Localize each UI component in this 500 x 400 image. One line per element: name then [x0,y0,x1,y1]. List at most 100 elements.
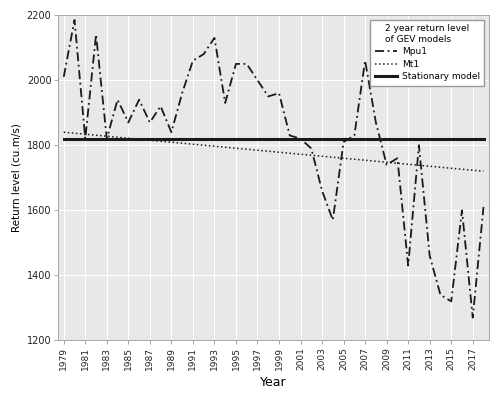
Stationary model [168,136,174,141]
Mt1 [330,155,336,160]
Line: Mpu1: Mpu1 [64,20,484,318]
Legend: Mpu1, Mt1, Stationary model: Mpu1, Mt1, Stationary model [370,20,484,86]
Mpu1 [114,97,120,102]
Mpu1 [104,136,110,141]
Mt1 [319,154,325,159]
Stationary model [330,136,336,141]
Mpu1 [373,120,379,125]
Mpu1 [200,52,206,56]
Mpu1 [136,97,142,102]
Stationary model [93,136,99,141]
Mpu1 [276,91,282,96]
Mt1 [233,146,239,151]
Mt1 [438,165,444,170]
Stationary model [126,136,132,141]
Stationary model [104,136,110,141]
Mt1 [298,152,304,157]
Stationary model [200,136,206,141]
Mpu1 [340,140,346,144]
Stationary model [72,136,78,141]
Stationary model [190,136,196,141]
Mt1 [82,132,88,137]
Mpu1 [222,100,228,105]
Mpu1 [416,143,422,148]
Mpu1 [168,130,174,135]
Mpu1 [244,62,250,66]
Stationary model [136,136,142,141]
Stationary model [287,136,293,141]
Stationary model [319,136,325,141]
Mpu1 [93,32,99,37]
Stationary model [265,136,271,141]
Stationary model [394,136,400,141]
Mt1 [222,145,228,150]
Stationary model [405,136,411,141]
Mpu1 [212,36,218,40]
Stationary model [362,136,368,141]
Stationary model [233,136,239,141]
Mpu1 [60,74,66,79]
Mt1 [394,161,400,166]
Stationary model [147,136,153,141]
Mt1 [405,162,411,167]
Mt1 [265,149,271,154]
Mt1 [212,144,218,149]
Stationary model [480,136,486,141]
Mt1 [480,169,486,174]
Stationary model [82,136,88,141]
Mpu1 [72,18,78,22]
Mpu1 [82,136,88,141]
Mt1 [373,159,379,164]
Mt1 [114,135,120,140]
Mt1 [136,137,142,142]
Mt1 [340,156,346,161]
Mpu1 [480,205,486,210]
Mt1 [308,153,314,158]
Mt1 [362,158,368,163]
Mt1 [158,139,164,144]
Mpu1 [126,120,132,125]
Mpu1 [190,58,196,63]
Mt1 [190,142,196,147]
Stationary model [276,136,282,141]
Mpu1 [362,58,368,63]
Mpu1 [147,120,153,125]
Mpu1 [319,188,325,193]
Mt1 [416,163,422,168]
Stationary model [448,136,454,141]
Mpu1 [179,91,185,96]
Mt1 [352,157,358,162]
Mt1 [93,133,99,138]
Stationary model [470,136,476,141]
Mpu1 [158,104,164,108]
Mt1 [276,150,282,155]
Stationary model [438,136,444,141]
Mt1 [72,131,78,136]
Mt1 [448,166,454,171]
Stationary model [416,136,422,141]
Mt1 [60,130,66,135]
Mt1 [287,151,293,156]
Mt1 [147,138,153,143]
Stationary model [298,136,304,141]
Mt1 [459,167,465,172]
Stationary model [212,136,218,141]
Stationary model [179,136,185,141]
Stationary model [352,136,358,141]
Mpu1 [330,218,336,222]
Stationary model [426,136,432,141]
Mpu1 [438,292,444,297]
Mpu1 [352,133,358,138]
Mt1 [104,134,110,139]
Mt1 [126,136,132,141]
Stationary model [114,136,120,141]
Mpu1 [405,263,411,268]
Mpu1 [459,208,465,213]
Mpu1 [394,156,400,161]
Mpu1 [298,136,304,141]
Mpu1 [384,162,390,167]
Mpu1 [470,315,476,320]
Mt1 [426,164,432,169]
Mpu1 [287,133,293,138]
Stationary model [308,136,314,141]
